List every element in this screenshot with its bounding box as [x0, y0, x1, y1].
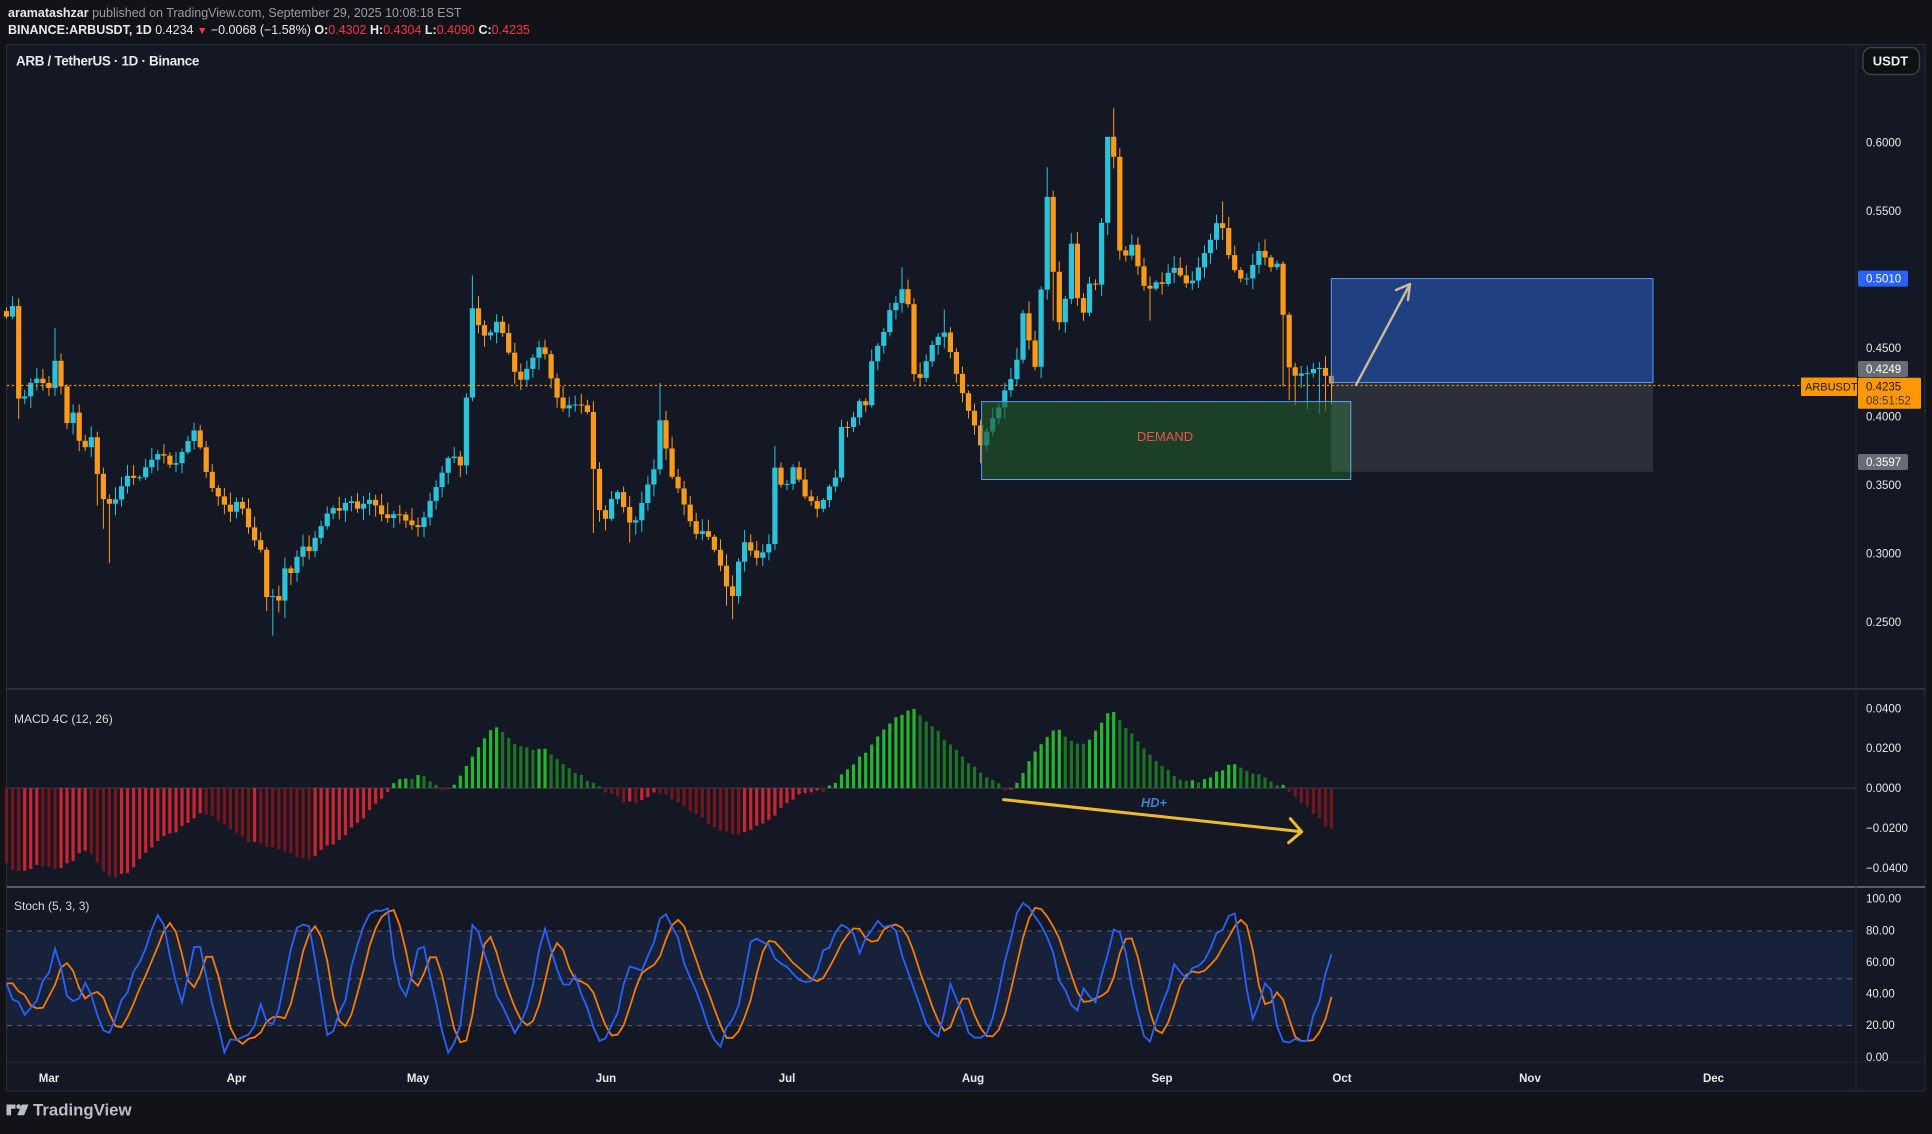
svg-text:0.2500: 0.2500 — [1866, 617, 1901, 629]
svg-text:0.3000: 0.3000 — [1866, 549, 1901, 561]
svg-text:ARBUSDT: ARBUSDT — [1805, 382, 1858, 394]
svg-text:Apr: Apr — [227, 1073, 247, 1085]
svg-text:−0.0400: −0.0400 — [1866, 863, 1908, 875]
svg-text:BINANCE:ARBUSDT, 1D 0.4234 ▼: BINANCE:ARBUSDT, 1D 0.4234 ▼ −0.0068 (−1… — [8, 23, 530, 37]
svg-text:40.00: 40.00 — [1866, 989, 1895, 1001]
svg-text:MACD 4C (12, 26): MACD 4C (12, 26) — [14, 712, 113, 726]
svg-text:0.3597: 0.3597 — [1866, 457, 1901, 469]
svg-text:08:51:52: 08:51:52 — [1866, 395, 1911, 407]
svg-text:HD+: HD+ — [1141, 795, 1167, 810]
svg-text:DEMAND: DEMAND — [1137, 429, 1193, 444]
svg-text:ARB / TetherUS · 1D · Binance: ARB / TetherUS · 1D · Binance — [16, 54, 199, 69]
svg-text:Aug: Aug — [962, 1073, 984, 1085]
svg-text:TradingView: TradingView — [33, 1101, 132, 1120]
svg-text:0.5500: 0.5500 — [1866, 206, 1901, 218]
svg-text:Dec: Dec — [1703, 1073, 1725, 1085]
svg-text:60.00: 60.00 — [1866, 957, 1895, 969]
svg-text:0.6000: 0.6000 — [1866, 138, 1901, 150]
svg-text:0.0000: 0.0000 — [1866, 783, 1901, 795]
svg-text:Oct: Oct — [1332, 1073, 1351, 1085]
svg-text:Stoch (5, 3, 3): Stoch (5, 3, 3) — [14, 899, 89, 913]
svg-text:0.4500: 0.4500 — [1866, 343, 1901, 355]
svg-text:80.00: 80.00 — [1866, 925, 1895, 937]
svg-text:0.4000: 0.4000 — [1866, 412, 1901, 424]
svg-text:100.00: 100.00 — [1866, 894, 1901, 906]
svg-text:20.00: 20.00 — [1866, 1020, 1895, 1032]
svg-text:0.3500: 0.3500 — [1866, 480, 1901, 492]
svg-text:May: May — [407, 1073, 430, 1085]
svg-text:−0.0200: −0.0200 — [1866, 823, 1908, 835]
svg-text:Jun: Jun — [596, 1073, 616, 1085]
svg-text:0.0200: 0.0200 — [1866, 743, 1901, 755]
svg-text:0.5010: 0.5010 — [1866, 274, 1901, 286]
svg-text:aramatashzar published on Trad: aramatashzar published on TradingView.co… — [8, 6, 462, 20]
svg-text:0.4249: 0.4249 — [1866, 364, 1901, 376]
svg-text:Sep: Sep — [1151, 1073, 1172, 1085]
svg-text:0.00: 0.00 — [1866, 1052, 1888, 1064]
svg-text:0.0400: 0.0400 — [1866, 703, 1901, 715]
svg-text:0.4235: 0.4235 — [1866, 381, 1901, 393]
svg-text:Jul: Jul — [779, 1073, 796, 1085]
svg-text:Nov: Nov — [1519, 1073, 1541, 1085]
svg-text:USDT: USDT — [1873, 54, 1908, 69]
svg-text:Mar: Mar — [39, 1073, 60, 1085]
